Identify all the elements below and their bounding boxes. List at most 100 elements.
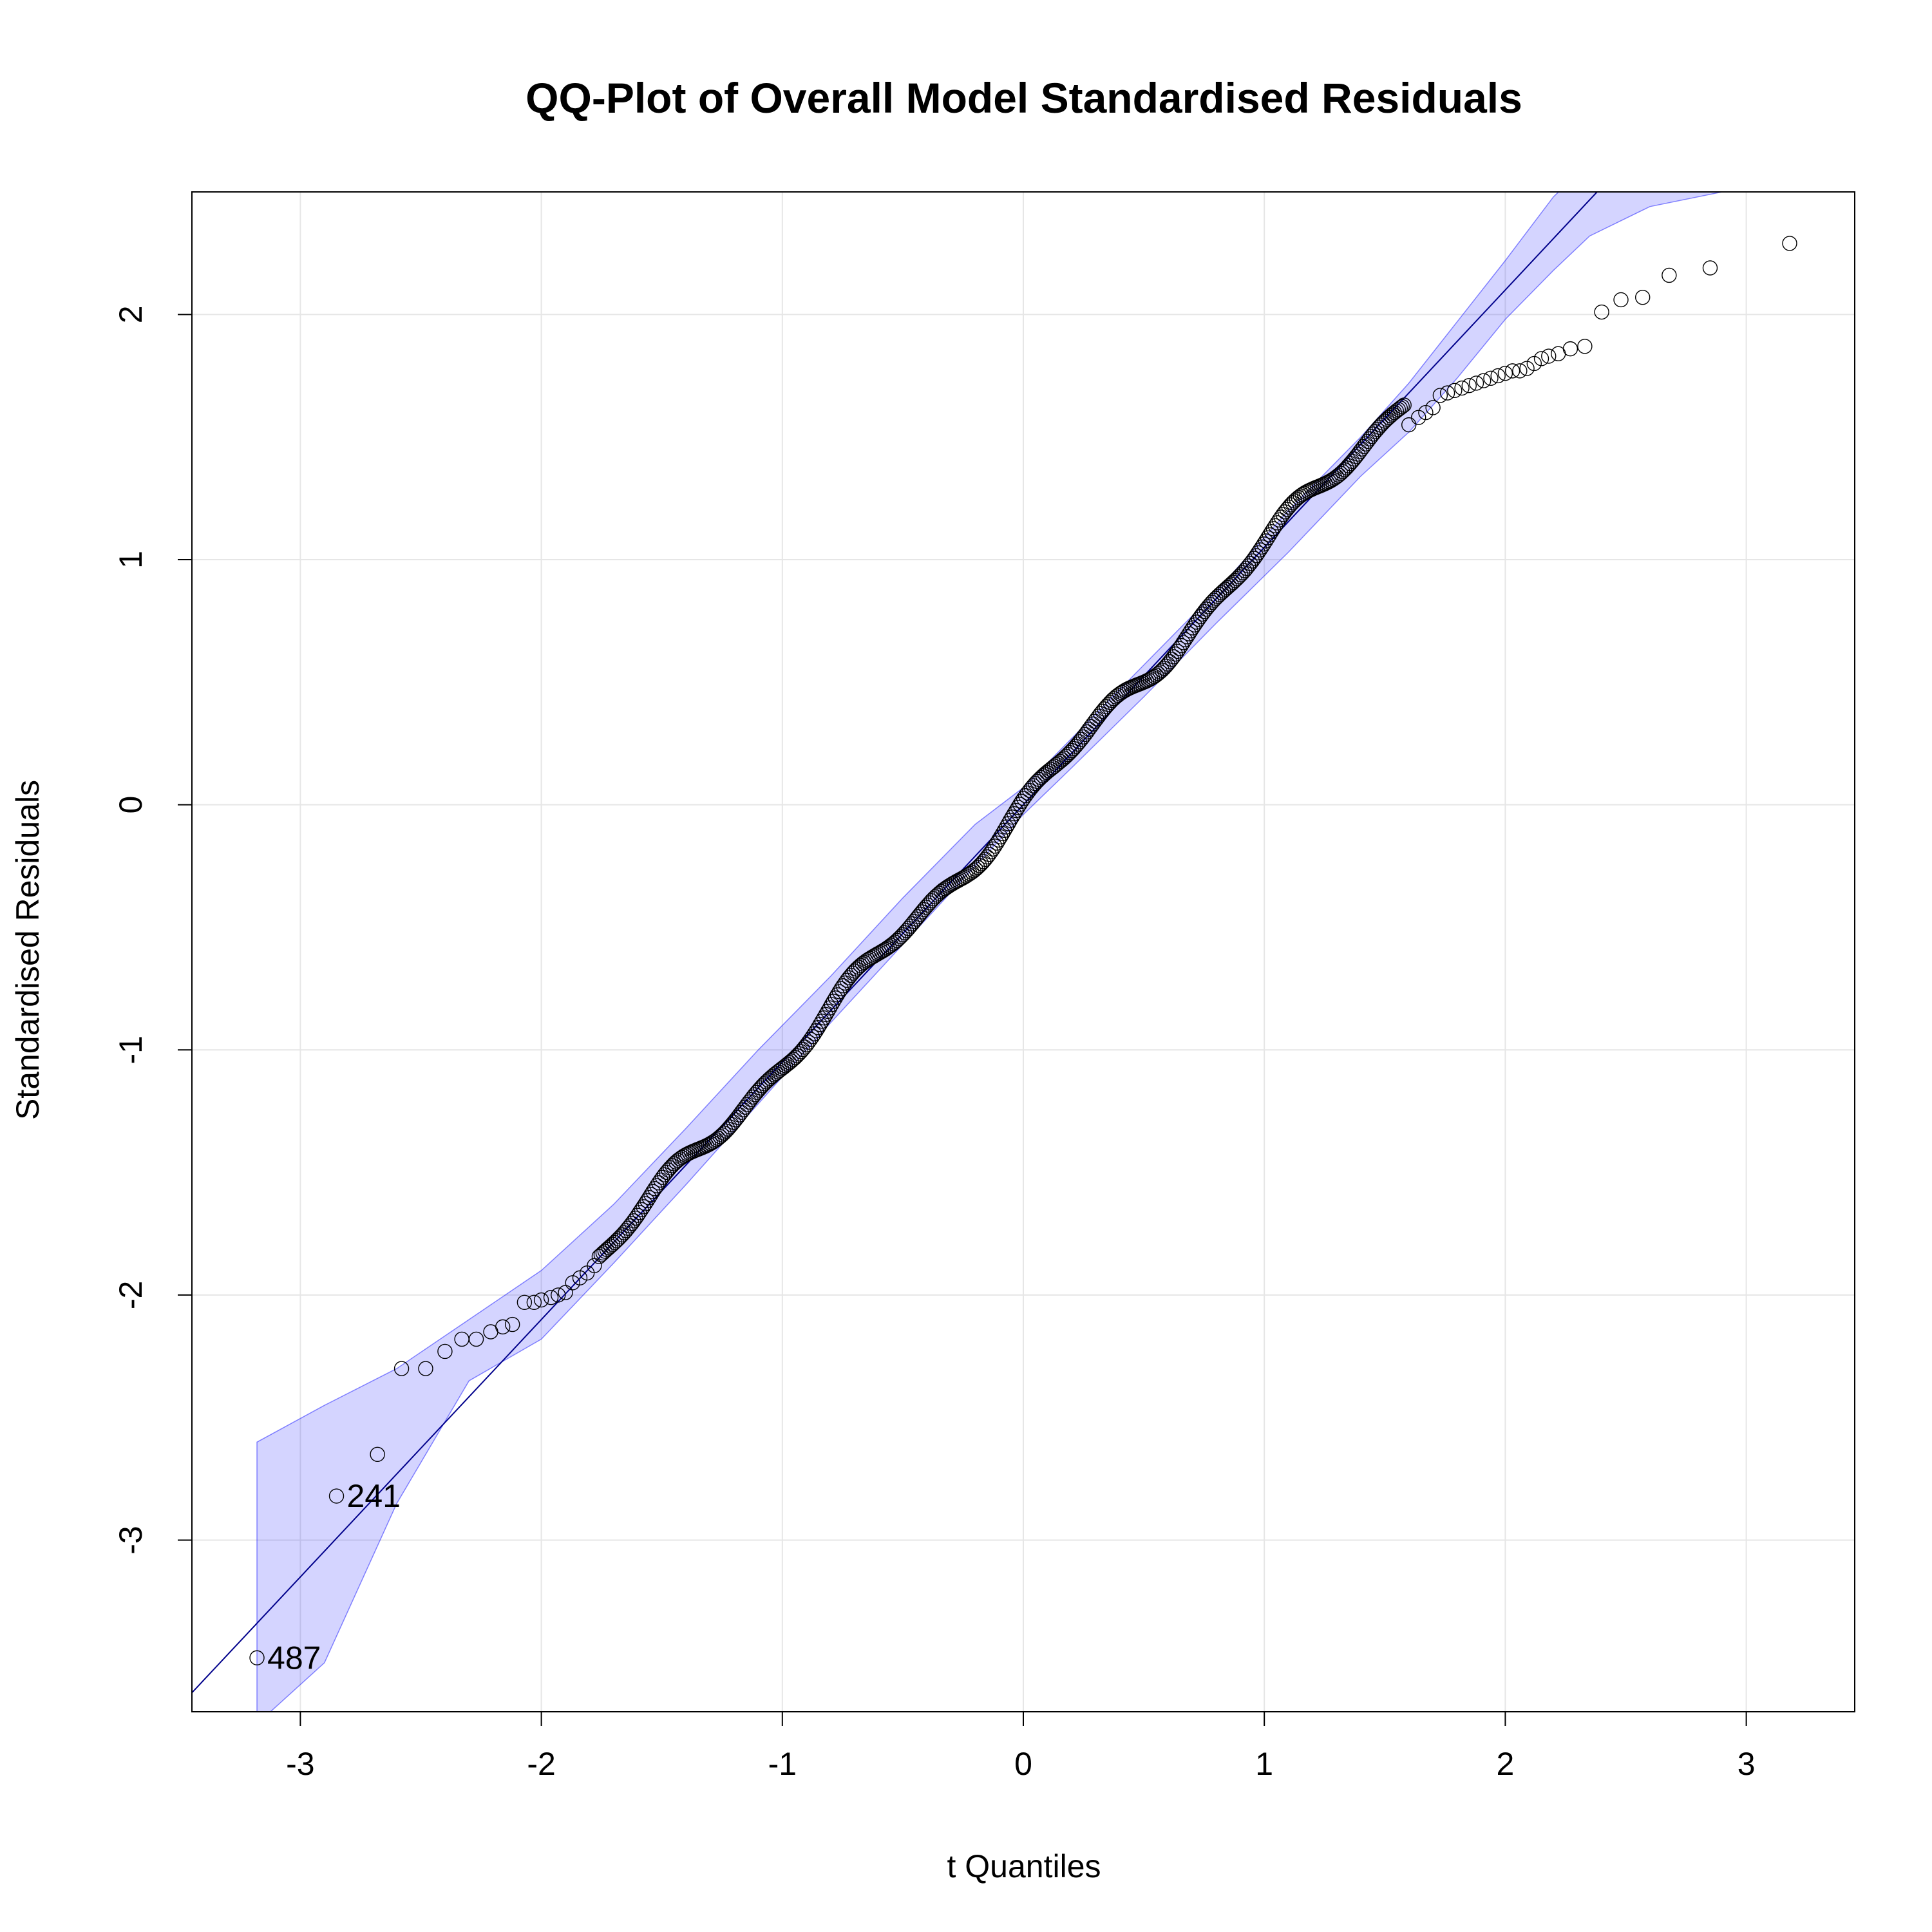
- data-point: [1187, 617, 1202, 633]
- data-point: [1164, 652, 1180, 667]
- data-point: [1354, 441, 1370, 457]
- data-point: [893, 929, 909, 945]
- data-point: [609, 1233, 624, 1249]
- data-point: [1087, 714, 1103, 729]
- data-point: [1144, 670, 1160, 686]
- data-point: [884, 937, 899, 953]
- data-point: [651, 1175, 667, 1191]
- data-point: [799, 1037, 815, 1052]
- data-point: [764, 1068, 780, 1084]
- data-point: [1613, 292, 1629, 308]
- data-point: [1240, 558, 1256, 574]
- reference-line-layer: [192, 192, 1598, 1694]
- data-point: [734, 1104, 749, 1120]
- data-point: [1099, 699, 1114, 715]
- data-point: [1526, 355, 1542, 372]
- data-point: [922, 895, 938, 911]
- data-point: [835, 978, 851, 994]
- data-point: [1064, 743, 1079, 759]
- y-tick-label: -1: [113, 1036, 149, 1064]
- data-point: [1271, 512, 1287, 527]
- data-point: [1396, 397, 1412, 413]
- data-point: [785, 1052, 801, 1067]
- data-point: [968, 861, 983, 877]
- data-point: [1046, 758, 1063, 774]
- data-point: [1085, 716, 1101, 732]
- data-point: [1104, 692, 1120, 708]
- data-point: [1037, 766, 1053, 782]
- data-point: [730, 1110, 745, 1125]
- data-point: [587, 1258, 602, 1273]
- data-point: [1439, 385, 1455, 401]
- data-point: [653, 1172, 668, 1188]
- data-point: [972, 858, 987, 873]
- data-point: [624, 1215, 639, 1231]
- data-point: [837, 975, 853, 991]
- data-point: [980, 849, 995, 865]
- data-point: [1185, 620, 1200, 636]
- data-point: [649, 1178, 665, 1193]
- point-labels-layer: 487 241: [267, 1478, 401, 1676]
- data-point: [632, 1205, 647, 1220]
- data-point: [1027, 775, 1043, 791]
- data-point: [1333, 466, 1349, 481]
- data-point: [1327, 470, 1343, 486]
- data-point: [789, 1048, 805, 1064]
- data-point: [1454, 380, 1470, 396]
- data-point: [714, 1127, 730, 1143]
- data-point: [1014, 793, 1030, 810]
- data-point: [1519, 361, 1535, 376]
- data-point: [526, 1294, 542, 1311]
- data-point: [1154, 662, 1170, 678]
- data-point: [1166, 649, 1182, 665]
- data-point: [572, 1270, 588, 1285]
- data-point: [1410, 410, 1426, 425]
- data-point: [1394, 399, 1410, 414]
- data-point: [1483, 370, 1499, 386]
- data-point: [737, 1099, 753, 1115]
- data-point: [1016, 791, 1032, 806]
- x-tick-label: 3: [1738, 1746, 1756, 1782]
- data-point: [1381, 410, 1397, 425]
- data-point: [495, 1319, 511, 1335]
- data-point: [880, 940, 895, 956]
- data-point: [1083, 719, 1099, 735]
- chart-title: QQ-Plot of Overall Model Standardised Re…: [526, 74, 1522, 122]
- data-point: [1089, 711, 1104, 726]
- data-point: [843, 967, 858, 983]
- data-point: [755, 1078, 770, 1094]
- data-point: [1497, 365, 1513, 381]
- y-tick-label: 1: [113, 551, 149, 569]
- data-point: [1170, 643, 1186, 659]
- data-point: [706, 1133, 723, 1149]
- data-point: [962, 866, 978, 882]
- data-point: [1447, 383, 1463, 399]
- x-tick-label: -3: [286, 1746, 314, 1782]
- data-point: [889, 933, 905, 949]
- data-point: [735, 1102, 751, 1117]
- data-point: [1358, 436, 1374, 451]
- data-point: [1060, 746, 1075, 762]
- data-point: [672, 1151, 688, 1167]
- data-point: [1018, 788, 1034, 804]
- data-point: [468, 1331, 484, 1347]
- data-point: [1390, 402, 1406, 417]
- data-point: [891, 931, 907, 947]
- data-point: [1048, 757, 1065, 773]
- data-point: [1168, 646, 1184, 662]
- data-point: [1106, 691, 1122, 706]
- data-point: [1287, 493, 1302, 509]
- data-point: [983, 844, 999, 860]
- data-point: [328, 1488, 345, 1504]
- data-point: [768, 1065, 784, 1081]
- data-point: [1097, 701, 1112, 717]
- data-point: [712, 1129, 728, 1144]
- data-point: [970, 860, 985, 875]
- data-point: [1269, 515, 1285, 531]
- data-point: [1202, 597, 1218, 612]
- data-point: [1350, 446, 1366, 462]
- data-point: [882, 939, 897, 954]
- data-point: [1337, 462, 1352, 478]
